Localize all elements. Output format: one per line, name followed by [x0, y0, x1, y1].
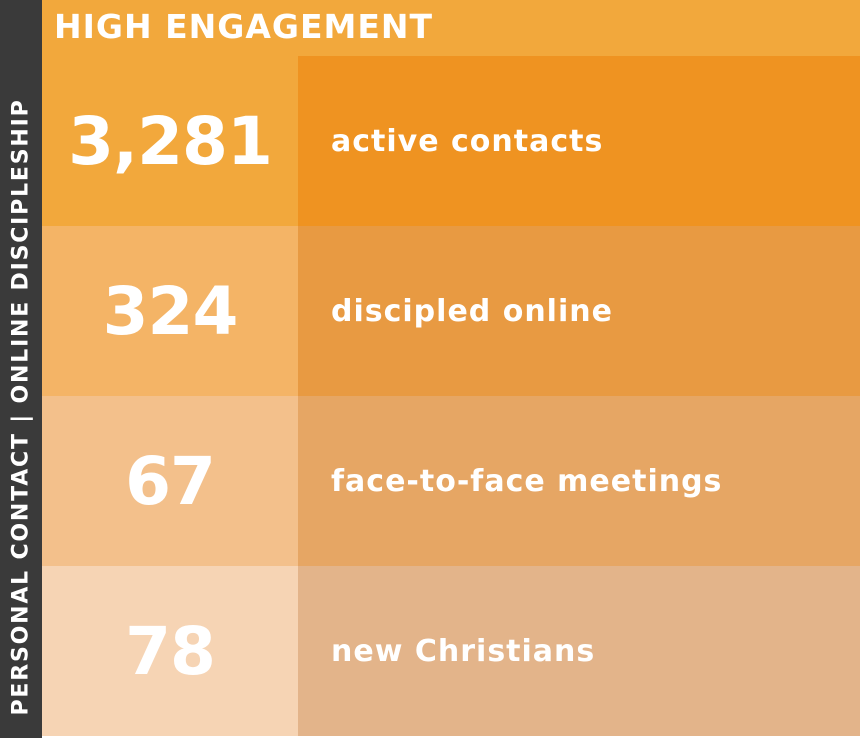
side-label: PERSONAL CONTACT | ONLINE DISCIPLESHIP [8, 98, 34, 716]
stat-row-new-christians: 78 new Christians [42, 566, 860, 736]
stat-label: new Christians [298, 566, 860, 736]
side-bar: PERSONAL CONTACT | ONLINE DISCIPLESHIP [0, 0, 42, 738]
stat-value: 3,281 [42, 56, 298, 226]
header-title: HIGH ENGAGEMENT [54, 7, 434, 46]
stat-row-face-to-face-meetings: 67 face-to-face meetings [42, 396, 860, 566]
stat-label: active contacts [298, 56, 860, 226]
stat-value: 324 [42, 226, 298, 396]
stat-value: 78 [42, 566, 298, 736]
header-bar: HIGH ENGAGEMENT [42, 0, 860, 56]
stat-value: 67 [42, 396, 298, 566]
stat-label: face-to-face meetings [298, 396, 860, 566]
stat-row-active-contacts: 3,281 active contacts [42, 56, 860, 226]
stat-row-discipled-online: 324 discipled online [42, 226, 860, 396]
stat-label: discipled online [298, 226, 860, 396]
